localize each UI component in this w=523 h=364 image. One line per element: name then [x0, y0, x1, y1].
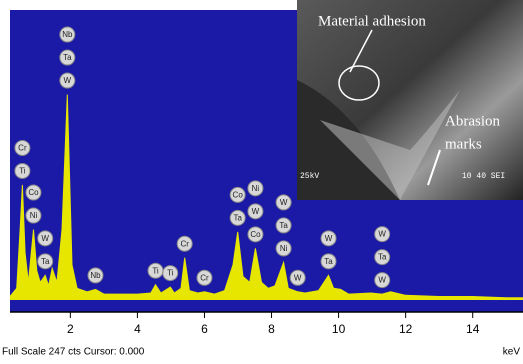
x-unit: keV: [503, 347, 521, 358]
element-label: Co: [233, 191, 244, 200]
x-tick-label: 2: [67, 322, 74, 336]
abrasion-label: marks: [445, 136, 482, 152]
sem-inset: Material adhesion Abrasion marks 25kV 10…: [297, 0, 523, 200]
element-label: Ta: [378, 253, 387, 262]
element-label: W: [294, 273, 302, 282]
element-label: Co: [250, 230, 261, 239]
element-label: Co: [28, 188, 39, 197]
element-label: W: [64, 76, 72, 85]
element-label: Cr: [180, 239, 189, 248]
info: 10 40 SEI: [462, 172, 505, 181]
x-tick-label: 4: [134, 322, 141, 336]
element-label: W: [378, 230, 386, 239]
element-label: Nb: [62, 30, 73, 39]
abrasion-label: Abrasion: [445, 113, 500, 129]
element-label: W: [252, 207, 260, 216]
element-label: W: [378, 276, 386, 285]
x-tick-label: 8: [268, 322, 275, 336]
element-label: Nb: [90, 271, 101, 280]
element-label: Ta: [279, 221, 288, 230]
element-label: W: [41, 234, 49, 243]
x-tick-label: 6: [201, 322, 208, 336]
element-label: Ta: [41, 257, 50, 266]
element-label: Ni: [280, 244, 288, 253]
x-tick-label: 14: [466, 322, 480, 336]
element-label: Ti: [167, 269, 174, 278]
element-label: Ti: [19, 167, 26, 176]
adhesion-label: Material adhesion: [318, 13, 426, 29]
element-label: Cr: [200, 273, 209, 282]
voltage: 25kV: [300, 172, 319, 181]
element-label: Ni: [252, 184, 260, 193]
footer: Full Scale 247 cts Cursor: 0.000: [2, 347, 145, 358]
element-label: W: [280, 198, 288, 207]
element-label: Ta: [233, 214, 242, 223]
element-label: Ni: [30, 211, 38, 220]
x-tick-label: 10: [332, 322, 346, 336]
chart: Cr Ti Co Ni W Ta Nb Ta W Nb Ti Ti Cr Cr Co Ta Ni W Co W Ta Ni…: [0, 0, 523, 364]
element-label: Ta: [324, 257, 333, 266]
element-label: Cr: [18, 144, 27, 153]
element-label: Ta: [63, 53, 72, 62]
element-label: W: [325, 234, 333, 243]
element-label: Ti: [152, 266, 159, 275]
x-tick-label: 12: [399, 322, 413, 336]
